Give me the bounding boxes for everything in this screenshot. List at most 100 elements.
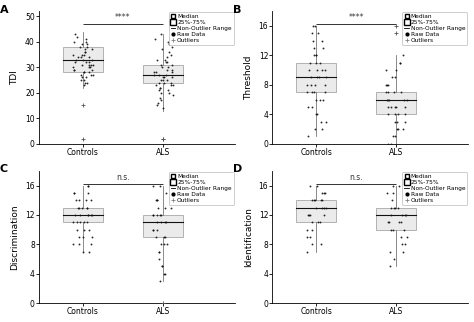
Point <box>156 85 164 90</box>
Point <box>159 77 167 82</box>
Point <box>160 80 168 85</box>
Point <box>160 234 168 240</box>
Point <box>389 190 397 195</box>
Point <box>392 205 399 210</box>
Point <box>149 227 157 232</box>
Point <box>89 62 97 67</box>
Point <box>317 242 325 247</box>
Point <box>69 52 77 57</box>
Point <box>317 97 324 102</box>
Point <box>85 70 93 75</box>
Point <box>311 126 319 131</box>
Point <box>309 220 316 225</box>
Point <box>155 249 163 254</box>
Point <box>153 198 160 203</box>
Point <box>318 190 326 195</box>
Point <box>312 23 319 28</box>
Point <box>384 82 392 87</box>
Text: A: A <box>0 5 9 14</box>
Point <box>154 57 161 62</box>
Point <box>87 62 94 67</box>
Point <box>74 54 82 60</box>
Point <box>393 126 401 131</box>
Point <box>384 90 392 95</box>
Point <box>155 72 163 78</box>
Point <box>384 220 392 225</box>
Point <box>164 88 172 93</box>
Point <box>83 44 91 50</box>
Point <box>88 213 96 218</box>
Point <box>164 39 172 44</box>
Point <box>395 220 402 225</box>
Point <box>152 234 160 240</box>
Point <box>80 70 87 75</box>
Point <box>69 65 77 70</box>
Point <box>88 47 96 52</box>
Point <box>312 60 319 65</box>
Point <box>156 213 164 218</box>
Point <box>312 82 319 87</box>
Point <box>304 104 311 109</box>
Point <box>401 198 409 203</box>
Point <box>85 213 92 218</box>
Point <box>316 220 324 225</box>
Point <box>70 39 78 44</box>
Point <box>308 104 316 109</box>
Point <box>321 190 329 195</box>
Point <box>155 249 163 254</box>
Point <box>75 234 83 240</box>
Point <box>164 242 171 247</box>
Point <box>71 60 79 65</box>
Point <box>396 60 404 65</box>
Point <box>307 75 315 80</box>
Point <box>320 190 328 195</box>
Point <box>80 249 87 254</box>
Point <box>149 183 157 188</box>
Point <box>307 82 314 87</box>
Point <box>156 85 164 90</box>
Point <box>165 49 173 54</box>
Point <box>168 34 175 39</box>
Point <box>158 264 166 269</box>
Point <box>84 183 91 188</box>
Point <box>155 80 163 85</box>
Point <box>389 183 397 188</box>
Point <box>76 220 83 225</box>
Point <box>163 54 171 60</box>
Point <box>85 62 93 67</box>
Point <box>309 38 316 43</box>
Point <box>149 227 157 232</box>
Point <box>318 198 326 203</box>
Point <box>84 213 92 218</box>
Point <box>162 220 170 225</box>
Point <box>315 75 322 80</box>
Point <box>399 242 406 247</box>
Point <box>79 205 86 210</box>
Point <box>165 42 173 47</box>
Point <box>158 264 166 269</box>
Point <box>150 70 157 75</box>
Point <box>388 75 396 80</box>
Point <box>161 271 169 276</box>
Point <box>318 38 326 43</box>
Point <box>314 75 321 80</box>
Point <box>85 54 92 60</box>
Bar <box>376 92 417 114</box>
Point <box>303 249 311 254</box>
Point <box>80 234 87 240</box>
Point <box>163 72 170 78</box>
Point <box>159 105 166 110</box>
Point <box>388 205 395 210</box>
Point <box>167 80 175 85</box>
Point <box>389 227 397 232</box>
Point <box>403 234 410 240</box>
Point <box>392 104 399 109</box>
Point <box>69 220 76 225</box>
Point <box>394 205 401 210</box>
Point <box>397 220 405 225</box>
Point <box>161 234 168 240</box>
Point <box>157 77 164 82</box>
Point <box>384 112 392 117</box>
Point <box>318 68 326 73</box>
Point <box>307 234 314 240</box>
